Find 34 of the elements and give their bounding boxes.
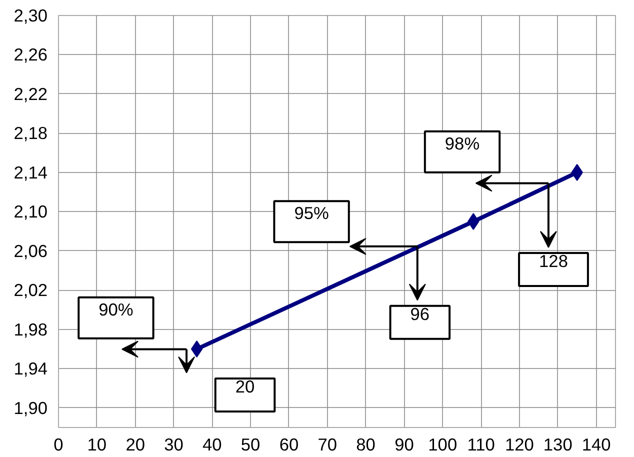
- annotation: 20: [235, 376, 255, 396]
- y-tick-label: 2,02: [14, 280, 48, 300]
- x-tick-label: 140: [582, 434, 611, 454]
- x-tick-label: 80: [356, 434, 376, 454]
- x-tick-label: 10: [87, 434, 107, 454]
- y-tick-label: 2,26: [14, 44, 48, 65]
- annotation: 95%: [294, 203, 329, 224]
- x-tick-label: 0: [54, 434, 64, 454]
- annotation: 128: [539, 251, 568, 272]
- y-tick-label: 1,90: [14, 398, 48, 418]
- y-tick-label: 2,22: [14, 84, 48, 104]
- x-tick-label: 130: [543, 434, 572, 454]
- y-tick-label: 1,98: [14, 319, 48, 340]
- annotation: 98%: [444, 133, 480, 154]
- y-tick-label: 2,30: [14, 6, 48, 26]
- x-tick-label: 50: [240, 434, 260, 454]
- annotation: 96: [410, 304, 430, 324]
- y-tick-label: 2,10: [14, 202, 48, 222]
- x-tick-label: 90: [394, 434, 414, 454]
- point: [468, 213, 480, 230]
- x-tick-label: 60: [279, 434, 299, 454]
- y-tick-label: 1,94: [14, 358, 48, 379]
- point: [190, 340, 203, 358]
- y-tick-label: 2,14: [14, 162, 48, 182]
- x-tick-label: 70: [318, 434, 338, 454]
- x-tick-label: 20: [126, 434, 145, 454]
- annotation: 90%: [98, 299, 134, 320]
- y-tick-label: 2,06: [14, 240, 48, 261]
- x-tick-label: 120: [505, 434, 534, 454]
- x-tick-label: 30: [164, 434, 184, 454]
- y-tick-label: 2,18: [14, 123, 48, 144]
- x-tick-label: 100: [428, 434, 458, 454]
- x-tick-label: 110: [467, 434, 495, 454]
- x-tick-label: 40: [202, 434, 222, 454]
